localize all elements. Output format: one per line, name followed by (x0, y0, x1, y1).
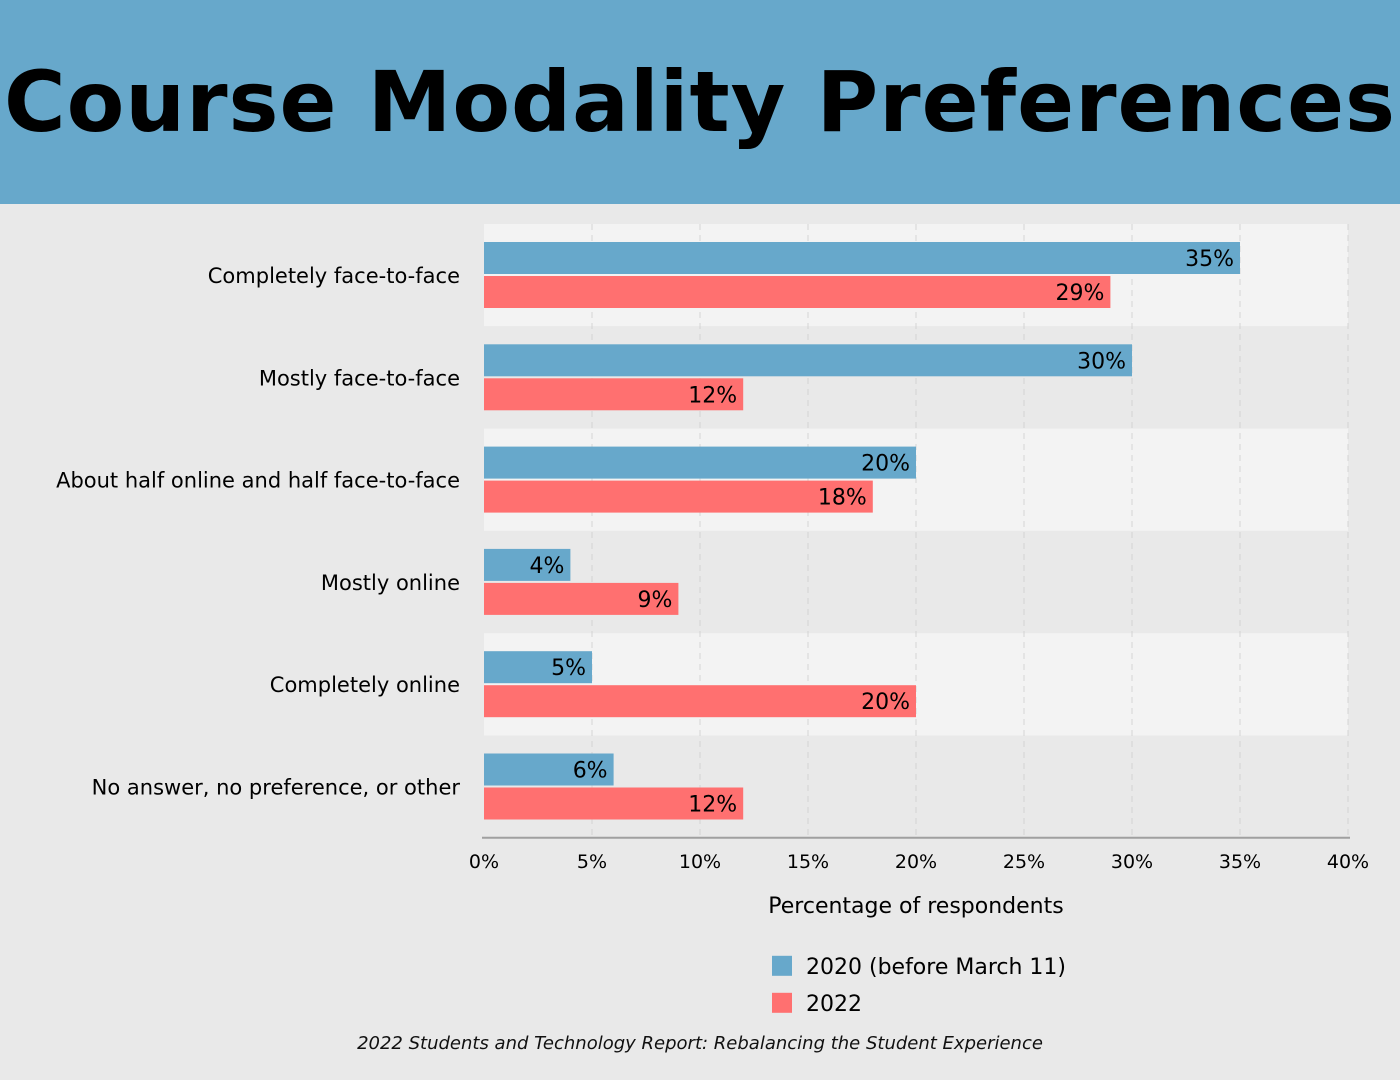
legend-swatch (772, 992, 792, 1013)
data-label: 6% (573, 759, 608, 784)
x-tick-label: 40% (1327, 851, 1369, 873)
bar-2020 (484, 242, 1240, 274)
x-tick-label: 15% (787, 851, 829, 873)
category-band (484, 633, 1348, 736)
data-label: 4% (529, 554, 564, 579)
data-label: 30% (1077, 349, 1126, 374)
bar-2022 (484, 378, 744, 411)
bar-2022 (484, 582, 679, 615)
bar-2020 (484, 651, 592, 684)
data-label: 9% (637, 588, 672, 613)
legend-label: 2020 (before March 11) (806, 955, 1066, 980)
x-axis-title: Percentage of respondents (768, 894, 1063, 919)
data-label: 20% (861, 690, 910, 715)
bar-2022 (484, 480, 873, 513)
x-tick-label: 5% (577, 851, 607, 873)
page-title: Course Modality Preferences (3, 53, 1397, 151)
category-label: Completely online (270, 673, 460, 697)
bar-2022 (484, 685, 916, 718)
category-label: Mostly face-to-face (259, 366, 460, 390)
category-label: Completely face-to-face (208, 264, 460, 288)
data-label: 12% (688, 383, 737, 408)
category-label: Mostly online (321, 571, 460, 595)
data-label: 20% (861, 452, 910, 477)
x-tick-label: 0% (469, 851, 499, 873)
chart-area: 35% 29% Completely face-to-face 30% 12% Mostl… (0, 204, 1400, 1080)
bar-2020 (484, 344, 1132, 377)
data-label: 29% (1055, 281, 1104, 306)
source-caption: 2022 Students and Technology Report: Reb… (357, 1033, 1043, 1054)
data-label: 35% (1185, 247, 1234, 272)
data-label: 18% (818, 486, 867, 511)
bar-2020 (484, 753, 614, 786)
x-tick-label: 20% (895, 851, 937, 873)
data-label: 5% (551, 656, 586, 681)
x-tick-label: 25% (1003, 851, 1045, 873)
bar-2022 (484, 276, 1111, 308)
title-banner: Course Modality Preferences (0, 0, 1400, 204)
x-tick-label: 30% (1111, 851, 1153, 873)
data-label: 12% (688, 793, 737, 818)
legend-label: 2022 (806, 992, 862, 1017)
category-label: About half online and half face-to-face (56, 469, 460, 493)
legend-swatch (772, 955, 792, 976)
x-tick-label: 10% (679, 851, 721, 873)
bar-2022 (484, 787, 744, 820)
x-tick-label: 35% (1219, 851, 1261, 873)
bar-2020 (484, 548, 571, 581)
category-label: No answer, no preference, or other (92, 776, 461, 800)
bar-chart: 35% 29% Completely face-to-face 30% 12% Mostl… (56, 224, 1369, 1017)
bar-2020 (484, 446, 916, 479)
category-band (484, 224, 1348, 327)
